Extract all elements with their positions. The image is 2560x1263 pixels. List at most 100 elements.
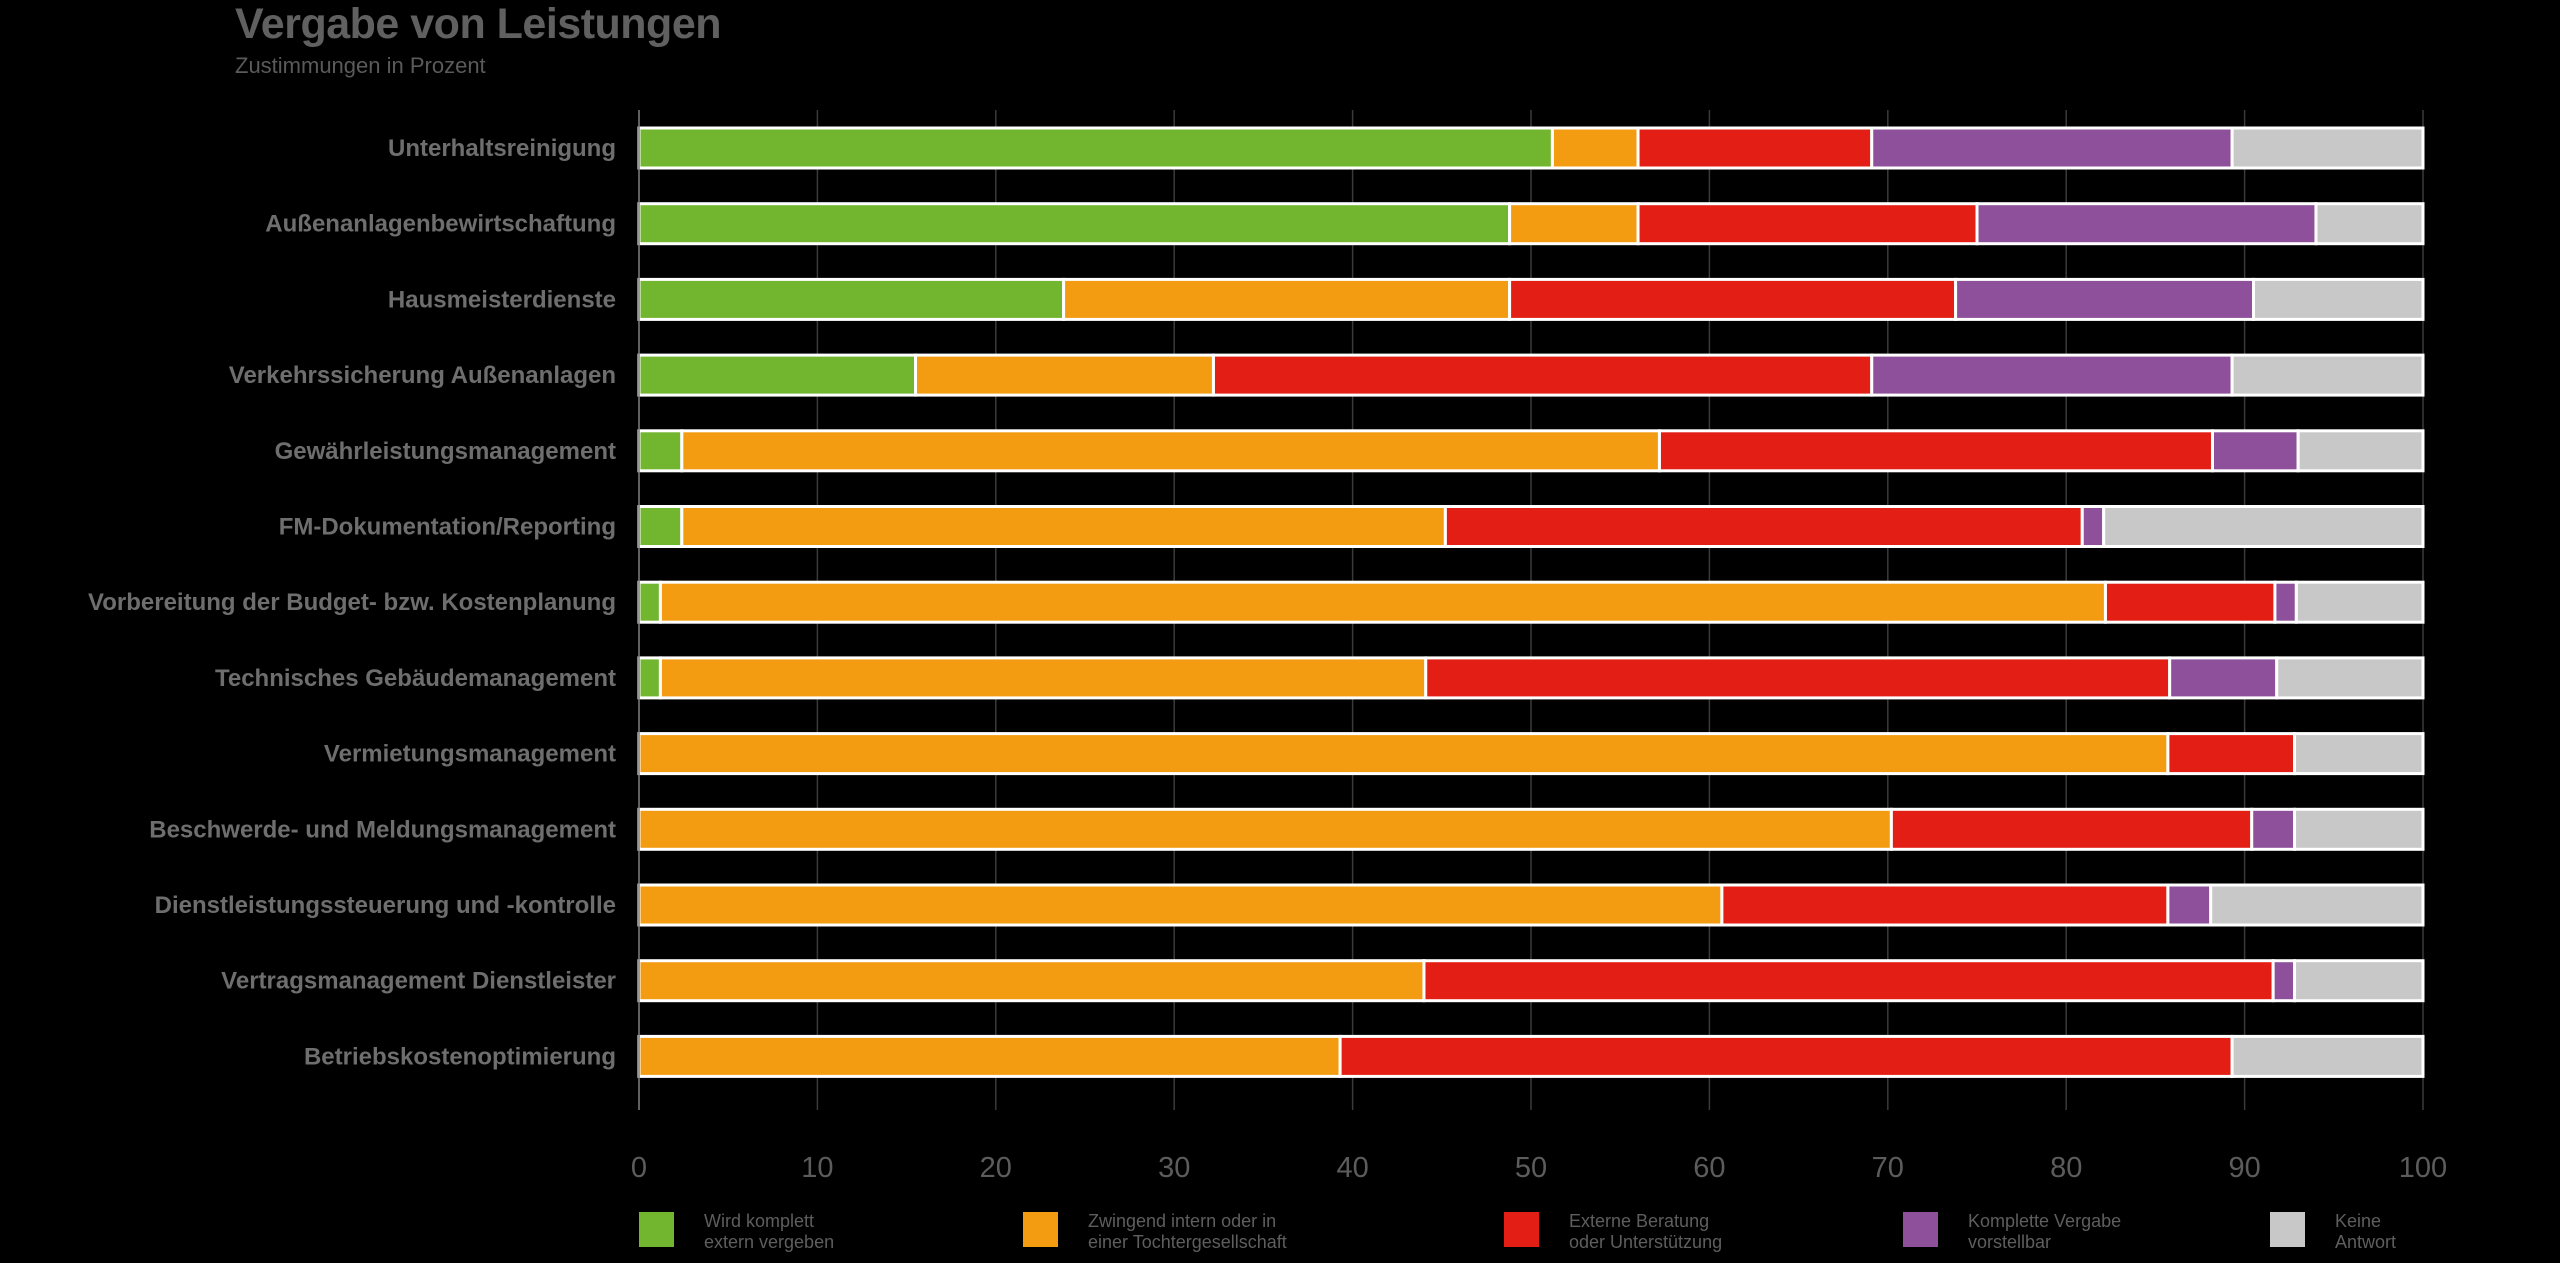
chart-title: Vergabe von Leistungen [235,0,722,48]
bar-segment [637,429,684,473]
bar-segment [1338,1034,2234,1078]
bar-segment [680,429,1661,473]
axis-layer: 0 10 20 30 40 50 60 70 80 90 100 Unterhaltsreinigun… [88,110,2447,1184]
bar-segment [914,353,1215,397]
bar-segment [1870,353,2234,397]
bar-segment [2293,807,2425,851]
bar-segment [658,580,2107,624]
bar-segment [2230,1034,2425,1078]
bar-segment [637,277,1066,321]
bar-segment [1508,277,1958,321]
x-tick-label: 10 [801,1152,833,1184]
bar-segment [2293,959,2425,1003]
bar-segment [637,807,1893,851]
bar-segment [2293,732,2425,776]
bar-segment [637,883,1724,927]
bar-segment [1636,202,1979,246]
bar-segment [2168,656,2279,700]
category-label: Hausmeisterdienste [388,286,616,313]
category-label: Beschwerde- und Meldungsmanagement [149,816,616,843]
bar-segment [2210,429,2300,473]
bar-segment [637,656,662,700]
category-label: Betriebskostenoptimierung [304,1043,616,1070]
chart-subtitle: Zustimmungen in Prozent [235,53,486,78]
legend-swatch [2270,1212,2305,1247]
bar-segment [1975,202,2318,246]
bar-segment [1550,126,1640,170]
category-label: Gewährleistungsmanagement [275,438,616,465]
bar-segment [1636,126,1874,170]
x-tick-label: 40 [1336,1152,1368,1184]
bar-segment [637,505,684,548]
bar-segment [2209,883,2425,927]
legend-label: Zwingend intern oder in [1088,1211,1276,1231]
category-label: Dienstleistungssteuerung und -kontrolle [155,892,616,919]
x-tick-label: 100 [2399,1152,2447,1184]
bar-segment [1657,429,2214,473]
x-tick-label: 60 [1693,1152,1725,1184]
bar-segment [2275,656,2425,700]
legend-label: Wird komplett [704,1211,814,1231]
bar-segment [1424,656,2172,700]
legend-label: oder Unterstützung [1569,1232,1722,1252]
legend-swatch [1903,1212,1938,1247]
x-tick-label: 50 [1515,1152,1547,1184]
bar-segment [1954,277,2256,321]
bar-segment [2080,505,2106,548]
legend-swatch [1504,1212,1539,1247]
bar-layer [637,126,2425,1078]
x-tick-label: 70 [1872,1152,1904,1184]
legend-label: extern vergeben [704,1232,834,1252]
bar-segment [2166,883,2213,927]
bar-segment [637,1034,1342,1078]
bar-segment [2273,580,2298,624]
x-tick-label: 20 [980,1152,1012,1184]
category-label: Vermietungsmanagement [324,741,616,768]
bar-segment [1889,807,2254,851]
legend-label: Antwort [2335,1232,2396,1252]
x-tick-label: 0 [631,1152,647,1184]
category-label: Technisches Gebäudemanagement [215,665,616,692]
legend-swatch [639,1212,674,1247]
legend-swatch [1023,1212,1058,1247]
bar-segment [1720,883,2170,927]
category-label: FM-Dokumentation/Reporting [279,514,616,541]
bar-segment [2102,505,2425,548]
category-label: Vorbereitung der Budget- bzw. Kostenplan… [88,589,616,616]
legend-label: Keine [2335,1211,2381,1231]
category-label: Verkehrssicherung Außenanlagen [229,362,616,389]
legend-label: Externe Beratung [1569,1211,1709,1231]
bar-segment [2296,429,2425,473]
legend-label: einer Tochtergesellschaft [1088,1232,1287,1252]
bar-segment [637,353,918,397]
x-tick-label: 30 [1158,1152,1190,1184]
bar-segment [637,580,662,624]
x-tick-label: 90 [2228,1152,2260,1184]
bar-segment [637,732,2170,776]
bar-segment [637,202,1512,246]
bar-segment [1870,126,2234,170]
legend-label: vorstellbar [1968,1232,2051,1252]
bar-segment [2314,202,2425,246]
bar-segment [1211,353,1874,397]
category-label: Außenanlagenbewirtschaftung [265,211,616,238]
bar-segment [2230,353,2425,397]
bar-segment [1422,959,2275,1003]
bar-segment [637,959,1426,1003]
bar-segment [637,126,1554,170]
bar-segment [1062,277,1512,321]
bar-segment [658,656,1428,700]
bar-segment [2103,580,2277,624]
bar-segment [2252,277,2425,321]
bar-segment [1443,505,2084,548]
x-tick-label: 80 [2050,1152,2082,1184]
bar-segment [2294,580,2425,624]
category-label: Vertragsmanagement Dienstleister [221,968,616,995]
bar-segment [2271,959,2297,1003]
bar-segment [2166,732,2297,776]
bar-segment [2230,126,2425,170]
category-label: Unterhaltsreinigung [388,135,616,162]
bar-segment [680,505,1447,548]
